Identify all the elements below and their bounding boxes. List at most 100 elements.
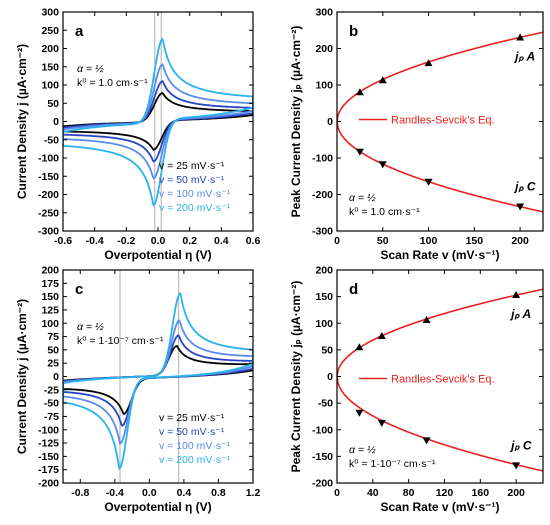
y-tick-label: -50 (44, 134, 59, 146)
legend-entry-4: v = 200 mV·s⁻¹ (159, 454, 231, 466)
x-tick-label: 150 (466, 235, 484, 247)
data-layer (63, 12, 253, 231)
y-axis-label: Peak Current Density jₚ (µA·cm⁻²) (289, 26, 303, 218)
y-tick-label: 300 (41, 7, 59, 19)
data-layer (337, 288, 543, 472)
cathodic-point (355, 148, 364, 156)
y-tick-label: 0 (327, 116, 333, 128)
y-tick-label: -250 (38, 207, 59, 219)
x-tick-label: 0.2 (182, 235, 197, 247)
y-tick-label: -25 (44, 384, 59, 396)
anodic-point (377, 332, 386, 340)
fit-line-anodic (337, 31, 543, 122)
x-tick-label: 200 (511, 235, 529, 247)
y-tick-label: 200 (41, 43, 59, 55)
y-tick-label: -100 (312, 153, 333, 165)
y-tick-label: -100 (38, 153, 59, 165)
cv-curve-4 (63, 291, 253, 470)
legend-entry-4: v = 200 mV·s⁻¹ (159, 202, 231, 214)
k0-param: k⁰ = 1·10⁻⁷ cm·s⁻¹ (349, 458, 436, 470)
x-tick-label: -0.6 (54, 235, 72, 247)
y-tick-label: 75 (47, 331, 59, 343)
y-tick-label: 0 (53, 371, 59, 383)
fit-legend-label: Randles-Sevcik's Eq. (391, 374, 495, 386)
x-tick-label: -0.4 (86, 235, 104, 247)
cathodic-label: jₚ C (509, 438, 532, 452)
anodic-point (355, 343, 364, 351)
legend-entry-2: v = 50 mV·s⁻¹ (159, 426, 225, 438)
y-tick-label: -150 (312, 451, 333, 463)
legend-entry-3: v = 100 mV·s⁻¹ (159, 440, 231, 452)
panel-d: 0 40 80 120 160 200 -200 -150 -100 -50 0 50 100 150 20… (289, 265, 544, 514)
y-axis-label: Current Density j (µA·cm⁻²) (15, 44, 29, 199)
x-tick-label: 0.0 (142, 487, 157, 499)
panel-a: -0.6 -0.4 -0.2 0.0 0.2 0.4 0.6 -300 -250 -200 -150… (15, 7, 260, 263)
anodic-point (512, 291, 521, 299)
y-tick-label: 50 (47, 98, 59, 110)
k0-param: k⁰ = 1.0 cm·s⁻¹ (349, 206, 420, 218)
x-tick-label: -0.2 (117, 235, 135, 247)
y-axis-label: Peak Current Density jₚ (µA·cm⁻²) (289, 281, 303, 473)
x-tick-label: 0 (334, 235, 340, 247)
fit-line-cathodic (337, 121, 543, 213)
x-tick-label: 1.2 (246, 487, 261, 499)
anodic-point (422, 316, 431, 324)
y-axis-label: Current Density j (µA·cm⁻²) (15, 299, 29, 454)
y-tick-label: -150 (38, 451, 59, 463)
y-tick-label: 300 (315, 7, 333, 19)
panel-label: c (75, 281, 83, 298)
y-tick-label: 200 (41, 265, 59, 277)
alpha-param: α = ½ (349, 192, 376, 204)
anodic-label: jₚ A (509, 307, 531, 321)
cathodic-label: jₚ C (513, 180, 536, 194)
k0-param: k⁰ = 1·10⁻⁷ cm·s⁻¹ (77, 335, 164, 347)
anodic-label: jₚ A (513, 50, 535, 64)
y-tick-label: -150 (38, 171, 59, 183)
y-tick-label: 100 (41, 80, 59, 92)
y-tick-label: 125 (41, 304, 59, 316)
cv-curve-4 (63, 37, 253, 207)
k0-param: k⁰ = 1.0 cm·s⁻¹ (77, 77, 148, 89)
data-layer (63, 270, 253, 483)
y-tick-label: 200 (315, 43, 333, 55)
x-tick-label: 200 (507, 487, 525, 499)
anodic-point (516, 33, 525, 41)
cathodic-point (378, 161, 387, 169)
y-tick-label: -125 (38, 438, 59, 450)
y-tick-label: -300 (38, 226, 59, 238)
alpha-param: α = ½ (349, 444, 376, 456)
y-tick-label: 150 (41, 291, 59, 303)
y-tick-label: -175 (38, 464, 59, 476)
panel-label: b (349, 23, 358, 40)
x-tick-label: 50 (377, 235, 389, 247)
x-tick-label: -0.4 (106, 487, 124, 499)
y-tick-label: 100 (315, 318, 333, 330)
x-tick-label: 160 (472, 487, 490, 499)
fit-line-anodic (337, 288, 543, 377)
legend-entry-2: v = 50 mV·s⁻¹ (159, 174, 225, 186)
y-tick-label: 25 (47, 358, 59, 370)
x-tick-label: 0 (334, 487, 340, 499)
y-tick-label: -200 (312, 478, 333, 490)
cathodic-point (424, 178, 433, 186)
x-tick-label: -0.8 (71, 487, 89, 499)
x-tick-label: 0.4 (214, 235, 229, 247)
panel-label: d (349, 281, 358, 298)
cathodic-point (516, 203, 525, 211)
x-tick-label: 0.6 (246, 235, 261, 247)
y-tick-label: 100 (41, 318, 59, 330)
cathodic-point (422, 437, 431, 445)
cathodic-point (512, 462, 521, 470)
y-tick-label: 150 (315, 291, 333, 303)
y-tick-label: -50 (318, 398, 333, 410)
x-axis-label: Overpotential η (V) (104, 248, 211, 262)
y-tick-label: -50 (44, 398, 59, 410)
x-axis-label: Scan Rate v (mV·s⁻¹) (380, 248, 499, 262)
fit-line-cathodic (337, 376, 543, 472)
y-tick-label: 50 (321, 344, 333, 356)
y-tick-label: 0 (53, 116, 59, 128)
y-tick-label: -200 (38, 189, 59, 201)
y-tick-label: -300 (312, 226, 333, 238)
y-tick-label: -100 (38, 424, 59, 436)
